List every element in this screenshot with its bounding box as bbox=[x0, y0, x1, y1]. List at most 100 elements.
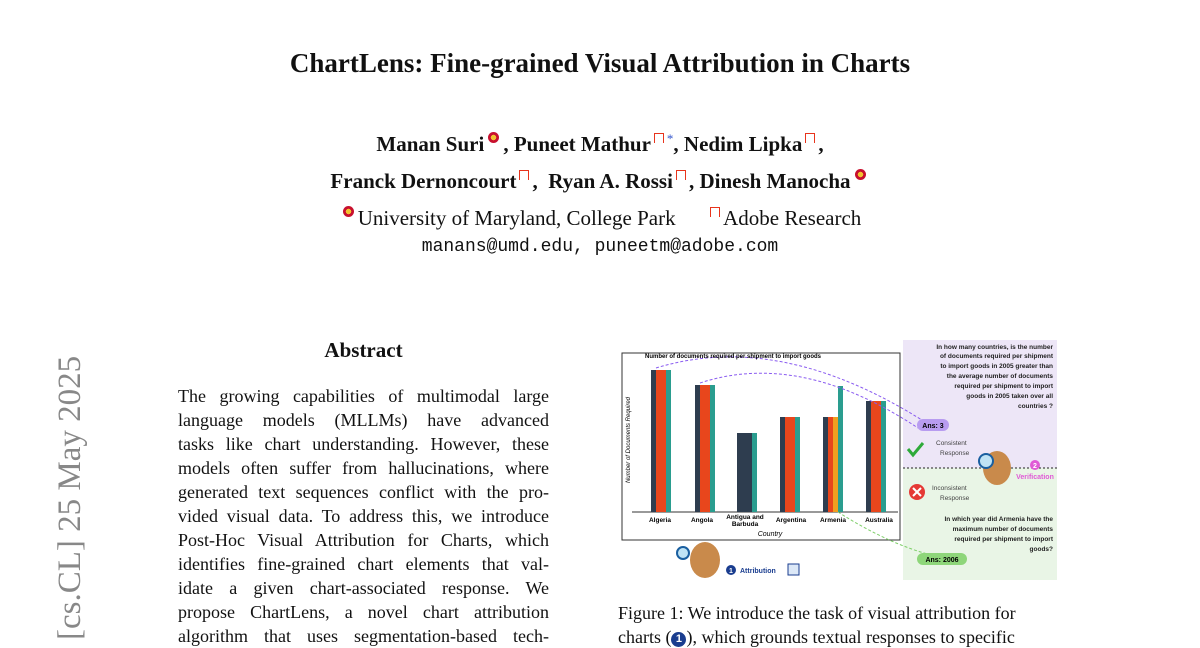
umd-icon bbox=[488, 132, 500, 143]
caption-text: ), which grounds textual responses to sp… bbox=[686, 627, 1015, 647]
question-panel bbox=[903, 340, 1057, 468]
emails: manans@umd.edu, puneetm@adobe.com bbox=[421, 237, 779, 257]
status: Inconsistent bbox=[932, 485, 967, 492]
umd-icon bbox=[854, 169, 866, 180]
bar bbox=[737, 433, 742, 512]
authors: Manan Suri , Puneet Mathur *, Nedim Lipka, bbox=[0, 131, 1200, 157]
cross-icon bbox=[912, 487, 922, 497]
author: , Puneet Mathur bbox=[503, 132, 651, 156]
x-axis-label: Country bbox=[758, 531, 783, 538]
step-number: 2 bbox=[1033, 463, 1037, 470]
bar bbox=[705, 385, 710, 512]
question-line: goods? bbox=[1030, 546, 1053, 553]
answer-pill bbox=[917, 553, 967, 565]
adobe-icon bbox=[675, 170, 686, 180]
bar bbox=[752, 433, 757, 512]
adobe-icon bbox=[519, 170, 530, 180]
question-line: required per shipment to import bbox=[954, 383, 1053, 390]
bar bbox=[742, 433, 747, 512]
bar bbox=[747, 433, 752, 512]
step-label: Verification bbox=[1016, 474, 1054, 481]
paper-title: ChartLens: Fine-grained Visual Attributi… bbox=[289, 48, 911, 78]
dog-illustration bbox=[690, 542, 720, 578]
x-tick-label: Australia bbox=[865, 517, 893, 524]
check-icon bbox=[906, 442, 925, 458]
y-axis-label: Number of Documents Required bbox=[626, 396, 632, 483]
abstract-line: generated text sequences conflict with t… bbox=[178, 482, 549, 502]
step-badge bbox=[726, 565, 736, 575]
question-line: the average number of documents bbox=[947, 373, 1054, 380]
bar bbox=[795, 417, 800, 512]
separator: , bbox=[818, 132, 824, 156]
author: Manan Suri bbox=[376, 132, 485, 156]
affiliation: Adobe Research bbox=[723, 206, 862, 230]
author: Franck Dernoncourt bbox=[330, 169, 517, 193]
step-badge: 1 bbox=[671, 632, 687, 647]
adobe-icon bbox=[653, 133, 664, 143]
abstract-line: language models (MLLMs) have advanced bbox=[178, 410, 549, 430]
abstract-heading: Abstract bbox=[324, 338, 403, 362]
caption-text: charts ( bbox=[618, 627, 672, 647]
author: Ryan A. Rossi bbox=[548, 169, 673, 193]
figure-caption: Figure 1: We introduce the task of visua… bbox=[618, 603, 1016, 623]
x-tick-label: Argentina bbox=[776, 517, 807, 524]
magnifier bbox=[978, 453, 994, 469]
bar bbox=[876, 401, 881, 512]
abstract-line: tasks like chart understanding. However,… bbox=[178, 434, 549, 454]
bar bbox=[838, 386, 843, 512]
bar bbox=[866, 401, 871, 512]
hatch-icon bbox=[787, 563, 800, 576]
abstract-line: algorithm that uses segmentation-based t… bbox=[178, 626, 549, 646]
step-number: 1 bbox=[729, 568, 733, 575]
abstract-line: propose ChartLens, a novel chart attribu… bbox=[178, 602, 549, 622]
answer-pill bbox=[917, 419, 949, 431]
bar bbox=[828, 417, 833, 512]
status: Response bbox=[940, 450, 970, 457]
answer: Ans: 2006 bbox=[925, 557, 958, 564]
abstract-line: identifies fine-grained chart elements t… bbox=[178, 554, 549, 574]
chart-title: Number of documents required per shipmen… bbox=[645, 354, 822, 360]
bar bbox=[780, 417, 785, 512]
abstract-line: The growing capabilities of multimodal l… bbox=[178, 386, 549, 406]
question-line: goods in 2005 taken over all bbox=[966, 393, 1053, 400]
bar bbox=[710, 385, 715, 512]
x-tick-label: Barbuda bbox=[732, 521, 759, 528]
abstract-line: models often suffer from hallucinations,… bbox=[178, 458, 549, 478]
authors: Franck Dernoncourt, Ryan A. Rossi , Dines… bbox=[0, 169, 1200, 194]
status: Consistent bbox=[936, 440, 967, 447]
bar bbox=[666, 370, 671, 512]
x-tick-label: Armenia bbox=[820, 517, 846, 524]
author: , Dinesh Manocha bbox=[688, 169, 851, 193]
affiliations: University of Maryland, College Park Ado… bbox=[0, 206, 1200, 231]
bar bbox=[785, 417, 790, 512]
bar bbox=[695, 385, 700, 512]
x-tick-label: Angola bbox=[691, 517, 713, 524]
umd-icon bbox=[342, 206, 354, 217]
bar bbox=[790, 417, 795, 512]
step-badge bbox=[1030, 460, 1040, 470]
answer: Ans: 3 bbox=[922, 423, 944, 430]
corresponding-mark: * bbox=[666, 131, 674, 146]
bar bbox=[823, 417, 828, 512]
x-tick-label: Algeria bbox=[649, 517, 671, 524]
adobe-icon bbox=[710, 207, 721, 217]
question-line: of documents required per shipment bbox=[940, 353, 1054, 360]
author: , Nedim Lipka bbox=[673, 132, 803, 156]
bar bbox=[833, 417, 838, 512]
abstract-line: vided visual data. To address this, we i… bbox=[178, 506, 549, 526]
question-line: In which year did Armenia have the bbox=[945, 516, 1054, 523]
question-line: In how many countries, is the number bbox=[936, 344, 1053, 351]
attribution-arrow bbox=[655, 356, 926, 429]
magnifier bbox=[676, 546, 690, 560]
step-label: Attribution bbox=[740, 568, 776, 575]
question-line: maximum number of documents bbox=[953, 526, 1054, 533]
bar bbox=[656, 370, 661, 512]
question-line: required per shipment to import bbox=[954, 536, 1053, 543]
bar bbox=[871, 401, 876, 512]
bar bbox=[881, 401, 886, 512]
question-line: to import goods in 2005 greater than bbox=[940, 363, 1053, 370]
abstract-line: idate a given chart-associated response.… bbox=[178, 578, 549, 598]
status: Response bbox=[940, 495, 970, 502]
bar bbox=[700, 385, 705, 512]
